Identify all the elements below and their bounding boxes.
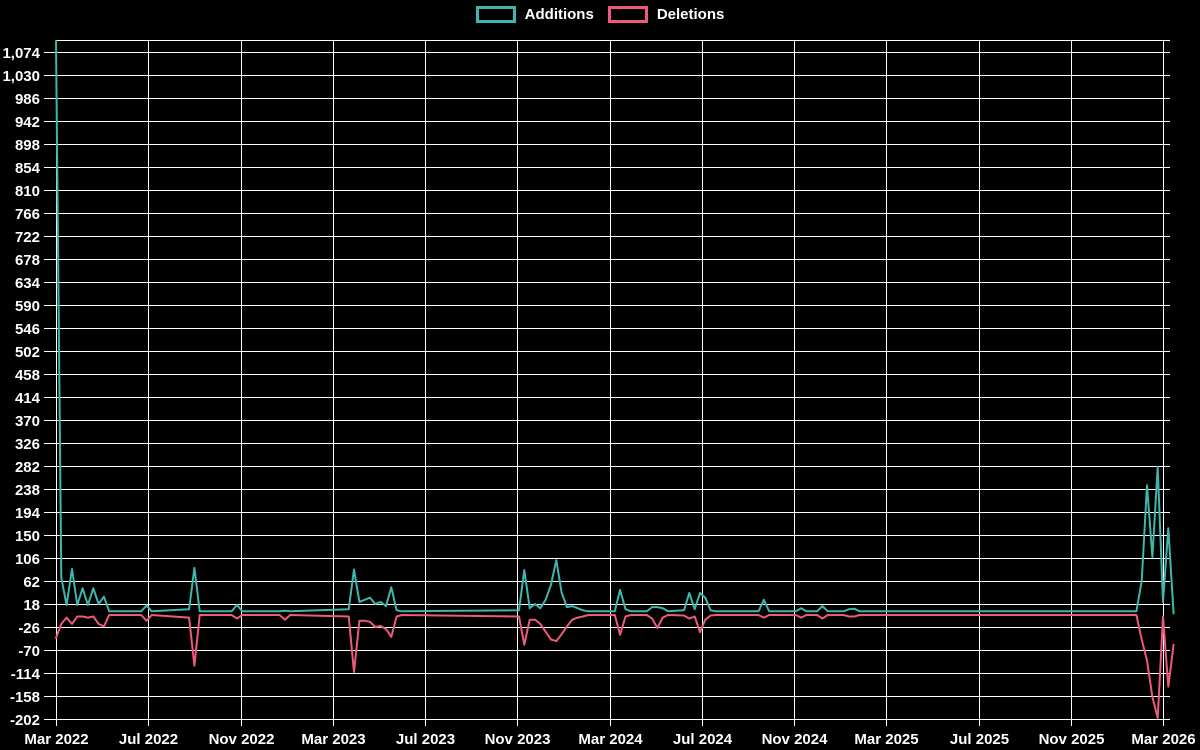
x-tick-label: Mar 2023 — [301, 731, 365, 748]
legend-item-deletions[interactable]: Deletions — [607, 6, 725, 23]
x-tick-label: Jul 2024 — [673, 731, 733, 748]
y-tick-label: 194 — [15, 505, 41, 522]
additions-swatch-icon — [475, 6, 516, 23]
y-tick-label: 634 — [15, 275, 41, 292]
legend-item-additions[interactable]: Additions — [475, 6, 594, 23]
x-tick-label: Mar 2024 — [578, 731, 643, 748]
y-tick-label: 414 — [15, 390, 41, 407]
y-tick-label: -202 — [10, 712, 40, 729]
y-tick-label: 942 — [15, 114, 40, 131]
y-tick-label: 326 — [15, 436, 40, 453]
y-tick-label: 238 — [15, 482, 40, 499]
y-tick-label: -70 — [18, 643, 40, 660]
y-tick-label: -114 — [11, 666, 41, 683]
y-tick-label: -26 — [18, 620, 40, 637]
y-tick-label: 150 — [15, 528, 40, 545]
y-tick-label: 458 — [15, 367, 40, 384]
x-tick-label: Nov 2022 — [209, 731, 275, 748]
x-tick-label: Nov 2024 — [762, 731, 829, 748]
legend-label-deletions: Deletions — [656, 6, 725, 23]
y-tick-label: 502 — [15, 344, 40, 361]
y-tick-label: 590 — [15, 298, 40, 315]
chart-legend: Additions Deletions — [0, 6, 1200, 23]
y-tick-label: 106 — [15, 551, 40, 568]
x-tick-label: Mar 2022 — [24, 731, 88, 748]
y-tick-label: 766 — [15, 206, 40, 223]
y-tick-label: 898 — [15, 137, 40, 154]
y-tick-label: 62 — [23, 574, 40, 591]
x-tick-label: Jul 2025 — [950, 731, 1009, 748]
y-tick-label: 810 — [15, 183, 40, 200]
x-tick-label: Nov 2025 — [1039, 731, 1105, 748]
x-tick-label: Mar 2026 — [1131, 731, 1195, 748]
y-tick-label: -158 — [10, 689, 40, 706]
deletions-line[interactable] — [55, 614, 1175, 719]
x-tick-label: Jul 2022 — [119, 731, 178, 748]
y-tick-label: 282 — [15, 459, 40, 476]
x-tick-label: Nov 2023 — [485, 731, 551, 748]
legend-label-additions: Additions — [524, 6, 594, 23]
y-tick-label: 854 — [15, 160, 41, 177]
y-tick-label: 1,030 — [2, 68, 40, 85]
y-tick-label: 546 — [15, 321, 40, 338]
y-tick-label: 722 — [15, 229, 40, 246]
y-tick-label: 1,074 — [2, 45, 40, 62]
x-tick-label: Mar 2025 — [854, 731, 918, 748]
y-tick-label: 18 — [23, 597, 40, 614]
y-tick-label: 986 — [15, 91, 40, 108]
additions-line[interactable] — [55, 40, 1175, 615]
deletions-swatch-icon — [607, 6, 648, 23]
y-tick-label: 678 — [15, 252, 40, 269]
x-tick-label: Jul 2023 — [396, 731, 455, 748]
y-tick-label: 370 — [15, 413, 40, 430]
